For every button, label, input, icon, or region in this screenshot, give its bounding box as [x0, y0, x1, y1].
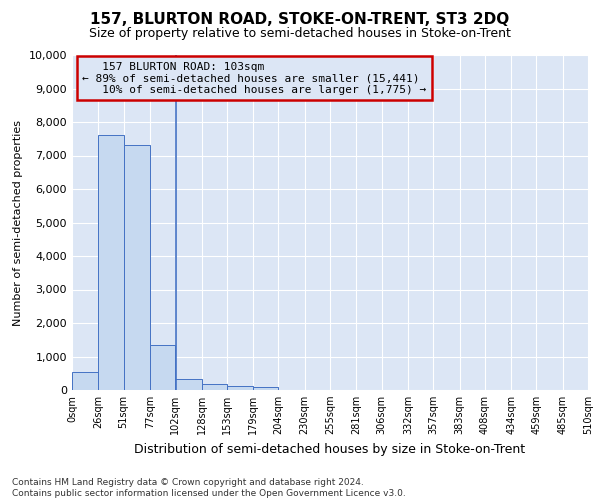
- Y-axis label: Number of semi-detached properties: Number of semi-detached properties: [13, 120, 23, 326]
- Bar: [202, 384, 227, 390]
- Bar: [72, 372, 98, 390]
- Bar: [227, 386, 253, 390]
- Text: 157 BLURTON ROAD: 103sqm
← 89% of semi-detached houses are smaller (15,441)
   1: 157 BLURTON ROAD: 103sqm ← 89% of semi-d…: [82, 62, 427, 95]
- Bar: [175, 379, 202, 390]
- Bar: [150, 345, 175, 390]
- Text: Size of property relative to semi-detached houses in Stoke-on-Trent: Size of property relative to semi-detach…: [89, 28, 511, 40]
- Text: 157, BLURTON ROAD, STOKE-ON-TRENT, ST3 2DQ: 157, BLURTON ROAD, STOKE-ON-TRENT, ST3 2…: [91, 12, 509, 28]
- Bar: [98, 136, 124, 390]
- Text: Contains HM Land Registry data © Crown copyright and database right 2024.
Contai: Contains HM Land Registry data © Crown c…: [12, 478, 406, 498]
- Bar: [124, 146, 150, 390]
- X-axis label: Distribution of semi-detached houses by size in Stoke-on-Trent: Distribution of semi-detached houses by …: [134, 442, 526, 456]
- Bar: [253, 386, 278, 390]
